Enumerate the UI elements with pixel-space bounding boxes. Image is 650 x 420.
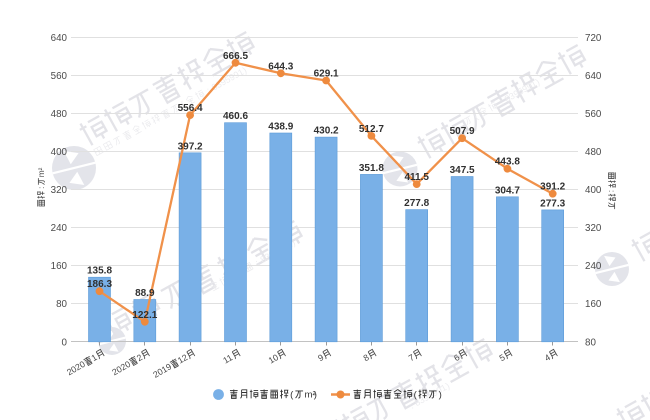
- svg-text:8: 8: [361, 352, 370, 363]
- svg-text:629.1: 629.1: [314, 69, 339, 80]
- svg-text:0: 0: [62, 337, 68, 348]
- svg-text:640: 640: [585, 71, 602, 82]
- svg-text:): ): [444, 381, 451, 391]
- svg-text:240: 240: [51, 223, 68, 234]
- svg-text:(: (: [414, 390, 418, 401]
- svg-text:160: 160: [51, 261, 68, 272]
- svg-text:(: (: [179, 99, 186, 109]
- svg-text:2: 2: [135, 352, 144, 363]
- svg-text:560: 560: [51, 71, 68, 82]
- svg-text:400: 400: [51, 147, 68, 158]
- svg-text:438.9: 438.9: [268, 122, 293, 133]
- svg-text:m²: m²: [305, 390, 317, 401]
- svg-text:720: 720: [585, 33, 602, 44]
- svg-text:556.4: 556.4: [178, 103, 203, 114]
- svg-text:560: 560: [585, 109, 602, 120]
- svg-text:186.3: 186.3: [87, 279, 112, 290]
- svg-text::: :: [254, 258, 261, 268]
- svg-text:11: 11: [221, 352, 234, 365]
- svg-text:512.7: 512.7: [359, 124, 384, 135]
- svg-text:): ): [314, 390, 317, 401]
- svg-text:277.8: 277.8: [404, 198, 429, 209]
- svg-text:391.2: 391.2: [540, 182, 565, 193]
- svg-text:644.3: 644.3: [268, 61, 293, 72]
- svg-text:5: 5: [497, 352, 506, 363]
- svg-text:277.3: 277.3: [540, 198, 565, 209]
- svg-text:400: 400: [585, 185, 602, 196]
- svg-text:480: 480: [585, 147, 602, 158]
- svg-text:1: 1: [90, 352, 99, 363]
- svg-text:6: 6: [452, 352, 461, 363]
- svg-text:): ): [290, 237, 297, 247]
- svg-text:): ): [534, 77, 541, 87]
- svg-text:507.9: 507.9: [450, 126, 475, 137]
- svg-text:320: 320: [51, 185, 68, 196]
- svg-text:351.8: 351.8: [359, 163, 384, 174]
- svg-text:443.8: 443.8: [495, 157, 520, 168]
- svg-text:): ): [241, 65, 248, 75]
- svg-text:12: 12: [176, 352, 190, 366]
- svg-text:10: 10: [267, 352, 281, 366]
- svg-text:160: 160: [585, 299, 602, 310]
- svg-text::: :: [205, 85, 212, 95]
- svg-text:(: (: [472, 111, 479, 121]
- svg-text:m²: m²: [36, 167, 46, 177]
- svg-text:(: (: [290, 390, 294, 401]
- svg-text::: :: [36, 187, 46, 189]
- svg-text:460.6: 460.6: [223, 111, 248, 122]
- svg-text:80: 80: [56, 299, 67, 310]
- svg-text:122.1: 122.1: [132, 310, 157, 321]
- svg-text:7: 7: [407, 352, 416, 363]
- svg-text:): ): [439, 390, 442, 401]
- svg-text:347.5: 347.5: [450, 165, 475, 176]
- svg-text:135.8: 135.8: [87, 266, 112, 277]
- svg-text:666.5: 666.5: [223, 51, 248, 62]
- svg-text:9: 9: [316, 352, 325, 363]
- svg-text:397.2: 397.2: [178, 141, 203, 152]
- svg-text::: :: [498, 97, 505, 107]
- svg-text::: :: [607, 190, 617, 192]
- svg-text:80: 80: [585, 337, 596, 348]
- svg-text:240: 240: [585, 261, 602, 272]
- svg-text:304.7: 304.7: [495, 185, 520, 196]
- svg-text:640: 640: [51, 33, 68, 44]
- svg-text:4: 4: [543, 352, 552, 363]
- svg-text:320: 320: [585, 223, 602, 234]
- svg-text:88.9: 88.9: [135, 288, 155, 299]
- svg-text:480: 480: [51, 109, 68, 120]
- svg-text::: :: [408, 401, 415, 411]
- svg-text:411.5: 411.5: [404, 172, 429, 183]
- svg-text:430.2: 430.2: [314, 126, 339, 137]
